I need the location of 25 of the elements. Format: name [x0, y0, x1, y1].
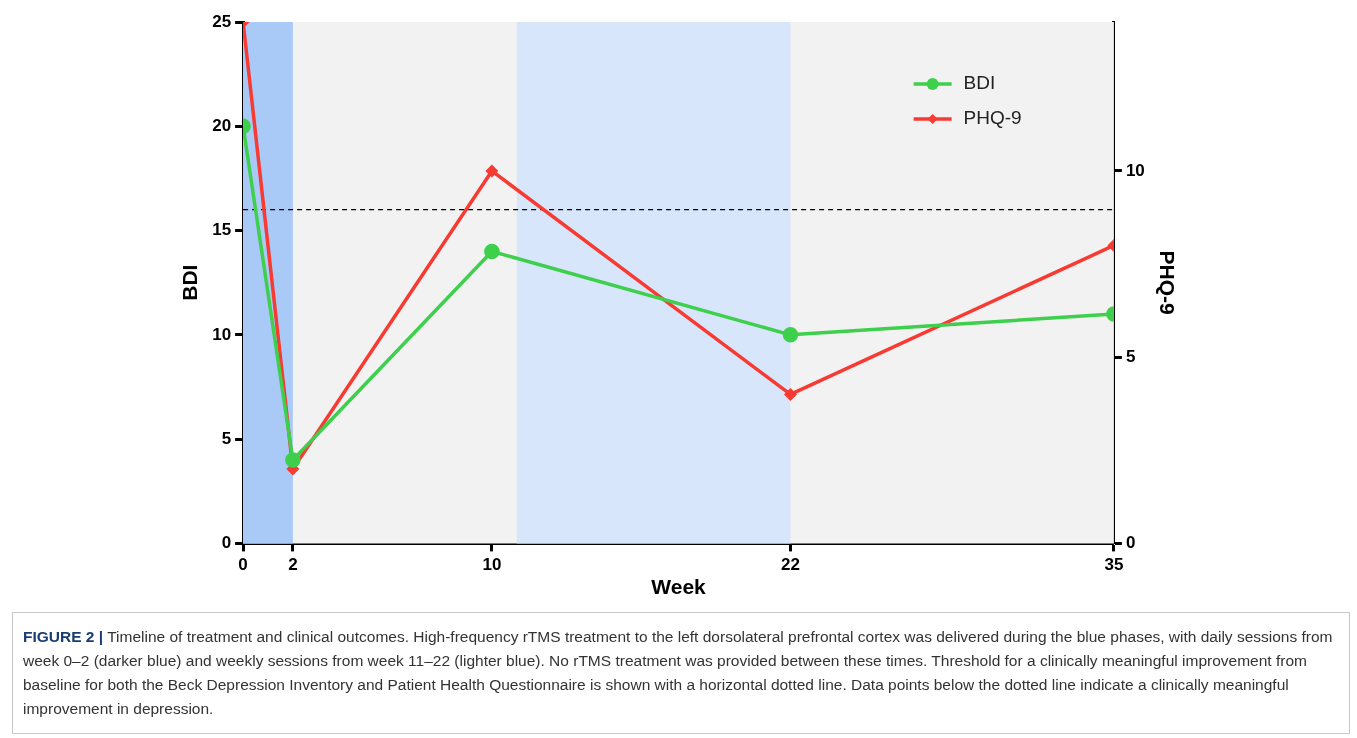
point — [486, 165, 498, 177]
x-tick-label: 10 — [482, 555, 502, 575]
x-tick-label: 22 — [781, 555, 800, 575]
y2-tick-label: 5 — [1125, 346, 1136, 366]
y-tick-label: 5 — [221, 428, 232, 448]
x-tick-label: 2 — [288, 555, 298, 575]
legend-label: BDI — [963, 72, 996, 94]
y2-tick-label: 0 — [1125, 533, 1136, 553]
legend-label: PHQ-9 — [963, 107, 1022, 129]
point — [484, 243, 500, 260]
x-axis-title: Week — [651, 575, 707, 599]
y-tick-label: 0 — [221, 533, 232, 553]
y-axis-title: BDI — [178, 264, 202, 301]
x-tick-label: 35 — [1104, 555, 1124, 575]
x-tick-label: 0 — [238, 555, 248, 575]
point — [285, 452, 301, 468]
y2-axis-title: PHQ-9 — [1155, 250, 1179, 315]
y-tick-label: 25 — [212, 11, 232, 31]
y-tick-label: 15 — [212, 220, 232, 240]
y-tick-label: 10 — [212, 324, 232, 344]
point — [784, 388, 797, 401]
y-tick-label: 20 — [212, 115, 232, 135]
point — [782, 327, 799, 343]
caption: FIGURE 2 | Timeline of treatment and clinical outcomes. High-frequency rTMS treatment to the left dorsolateral prefrontal cortex was delivered during the blue phases, with daily sessions from week 0–2 (darker blue) and weekly sessions from week 11–22 (lighter blue). No rTMS treatment was provided between these times. Threshold for a clinically meaningful improvement from baseline for both the Beck Depression Inventory and Patient Health Questionnaire is shown with a horizontal dotted line. Data points below the dotted line indicate a clinically meaningful improvement in depression. — [23, 627, 1334, 719]
y2-tick-label: 10 — [1125, 160, 1145, 180]
